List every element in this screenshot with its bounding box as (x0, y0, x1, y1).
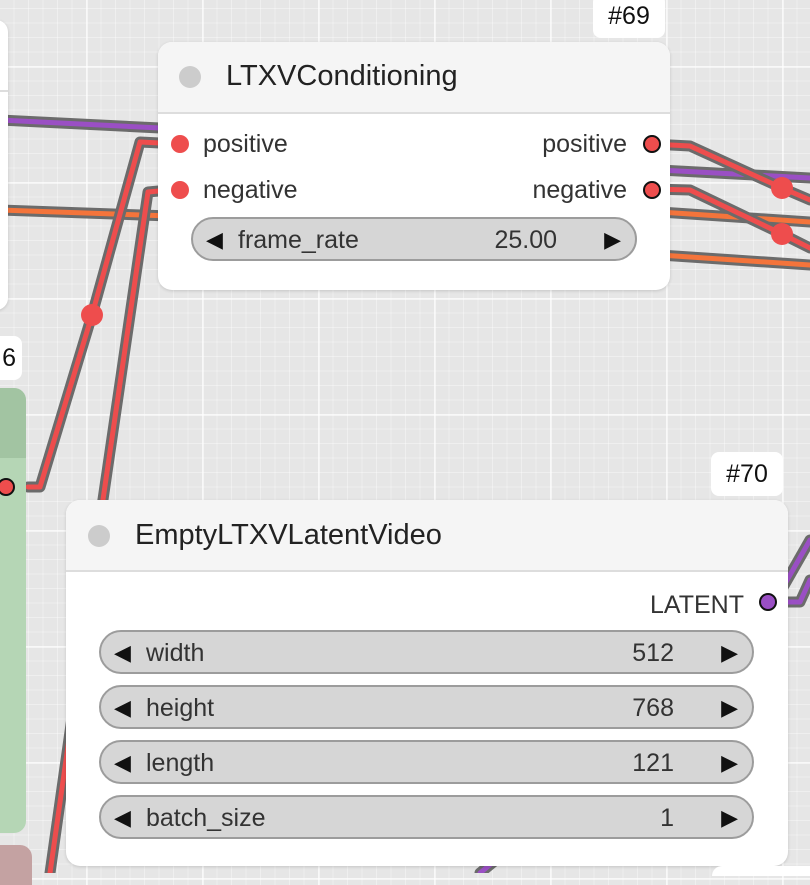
node-header[interactable]: LTXVConditioning (158, 42, 670, 114)
output-slot-negative-label: negative (532, 176, 627, 204)
partial-node-green[interactable] (0, 388, 26, 833)
widget-name: height (146, 694, 215, 722)
batch-size-widget[interactable]: ◀ batch_size 1 ▶ (99, 795, 754, 839)
widget-name: frame_rate (238, 226, 359, 254)
node-header[interactable]: EmptyLTXVLatentVideo (66, 500, 788, 572)
output-slot-latent-dot[interactable] (759, 593, 777, 611)
frame-rate-widget[interactable]: ◀ frame_rate 25.00 ▶ (191, 217, 637, 261)
increment-arrow-icon[interactable]: ▶ (604, 227, 621, 252)
length-widget[interactable]: ◀ length 121 ▶ (99, 740, 754, 784)
empty-ltxv-latent-video-node[interactable]: EmptyLTXVLatentVideo LATENT ◀ width 512 … (66, 500, 788, 866)
decrement-arrow-icon[interactable]: ◀ (114, 695, 131, 720)
collapse-toggle-icon[interactable] (88, 525, 110, 547)
decrement-arrow-icon[interactable]: ◀ (206, 227, 223, 252)
ltxv-conditioning-node[interactable]: LTXVConditioning positive negative posit… (158, 42, 670, 290)
widget-name: batch_size (146, 804, 266, 832)
increment-arrow-icon[interactable]: ▶ (721, 750, 738, 775)
widget-value[interactable]: 1 (660, 804, 674, 832)
partial-node-green-header (0, 388, 26, 458)
wire-midpoint-dot[interactable] (81, 304, 103, 326)
output-slot-latent-label: LATENT (650, 591, 744, 619)
width-widget[interactable]: ◀ width 512 ▶ (99, 630, 754, 674)
node-title: LTXVConditioning (226, 60, 458, 92)
widget-name: width (146, 639, 205, 667)
height-widget[interactable]: ◀ height 768 ▶ (99, 685, 754, 729)
partial-node-header-line (0, 90, 8, 92)
decrement-arrow-icon[interactable]: ◀ (114, 805, 131, 830)
input-slot-positive-dot[interactable] (171, 135, 189, 153)
node-id-badge: #70 (711, 452, 783, 496)
wire-midpoint-dot[interactable] (771, 223, 793, 245)
output-slot-positive-label: positive (542, 130, 627, 158)
collapse-toggle-icon[interactable] (179, 66, 201, 88)
output-slot-positive-dot[interactable] (643, 135, 661, 153)
output-slot-negative-dot[interactable] (643, 181, 661, 199)
widget-name: length (146, 749, 215, 777)
widget-value[interactable]: 512 (632, 639, 674, 667)
widget-value[interactable]: 121 (632, 749, 674, 777)
wire-midpoint-dot[interactable] (771, 177, 793, 199)
input-slot-negative-dot[interactable] (171, 181, 189, 199)
increment-arrow-icon[interactable]: ▶ (721, 695, 738, 720)
decrement-arrow-icon[interactable]: ◀ (114, 640, 131, 665)
partial-node-bottom-right[interactable] (712, 866, 810, 876)
widget-value[interactable]: 25.00 (494, 226, 557, 254)
node-id-badge: #69 (593, 0, 665, 38)
partial-node-badge: 6 (0, 336, 22, 380)
input-slot-negative-label: negative (203, 176, 298, 204)
partial-node-red[interactable] (0, 845, 32, 885)
widget-value[interactable]: 768 (632, 694, 674, 722)
input-slot-positive-label: positive (203, 130, 288, 158)
node-title: EmptyLTXVLatentVideo (135, 519, 442, 551)
partial-node-green-output-dot[interactable] (0, 478, 15, 496)
increment-arrow-icon[interactable]: ▶ (721, 640, 738, 665)
partial-node-top-left[interactable] (0, 20, 8, 310)
decrement-arrow-icon[interactable]: ◀ (114, 750, 131, 775)
increment-arrow-icon[interactable]: ▶ (721, 805, 738, 830)
